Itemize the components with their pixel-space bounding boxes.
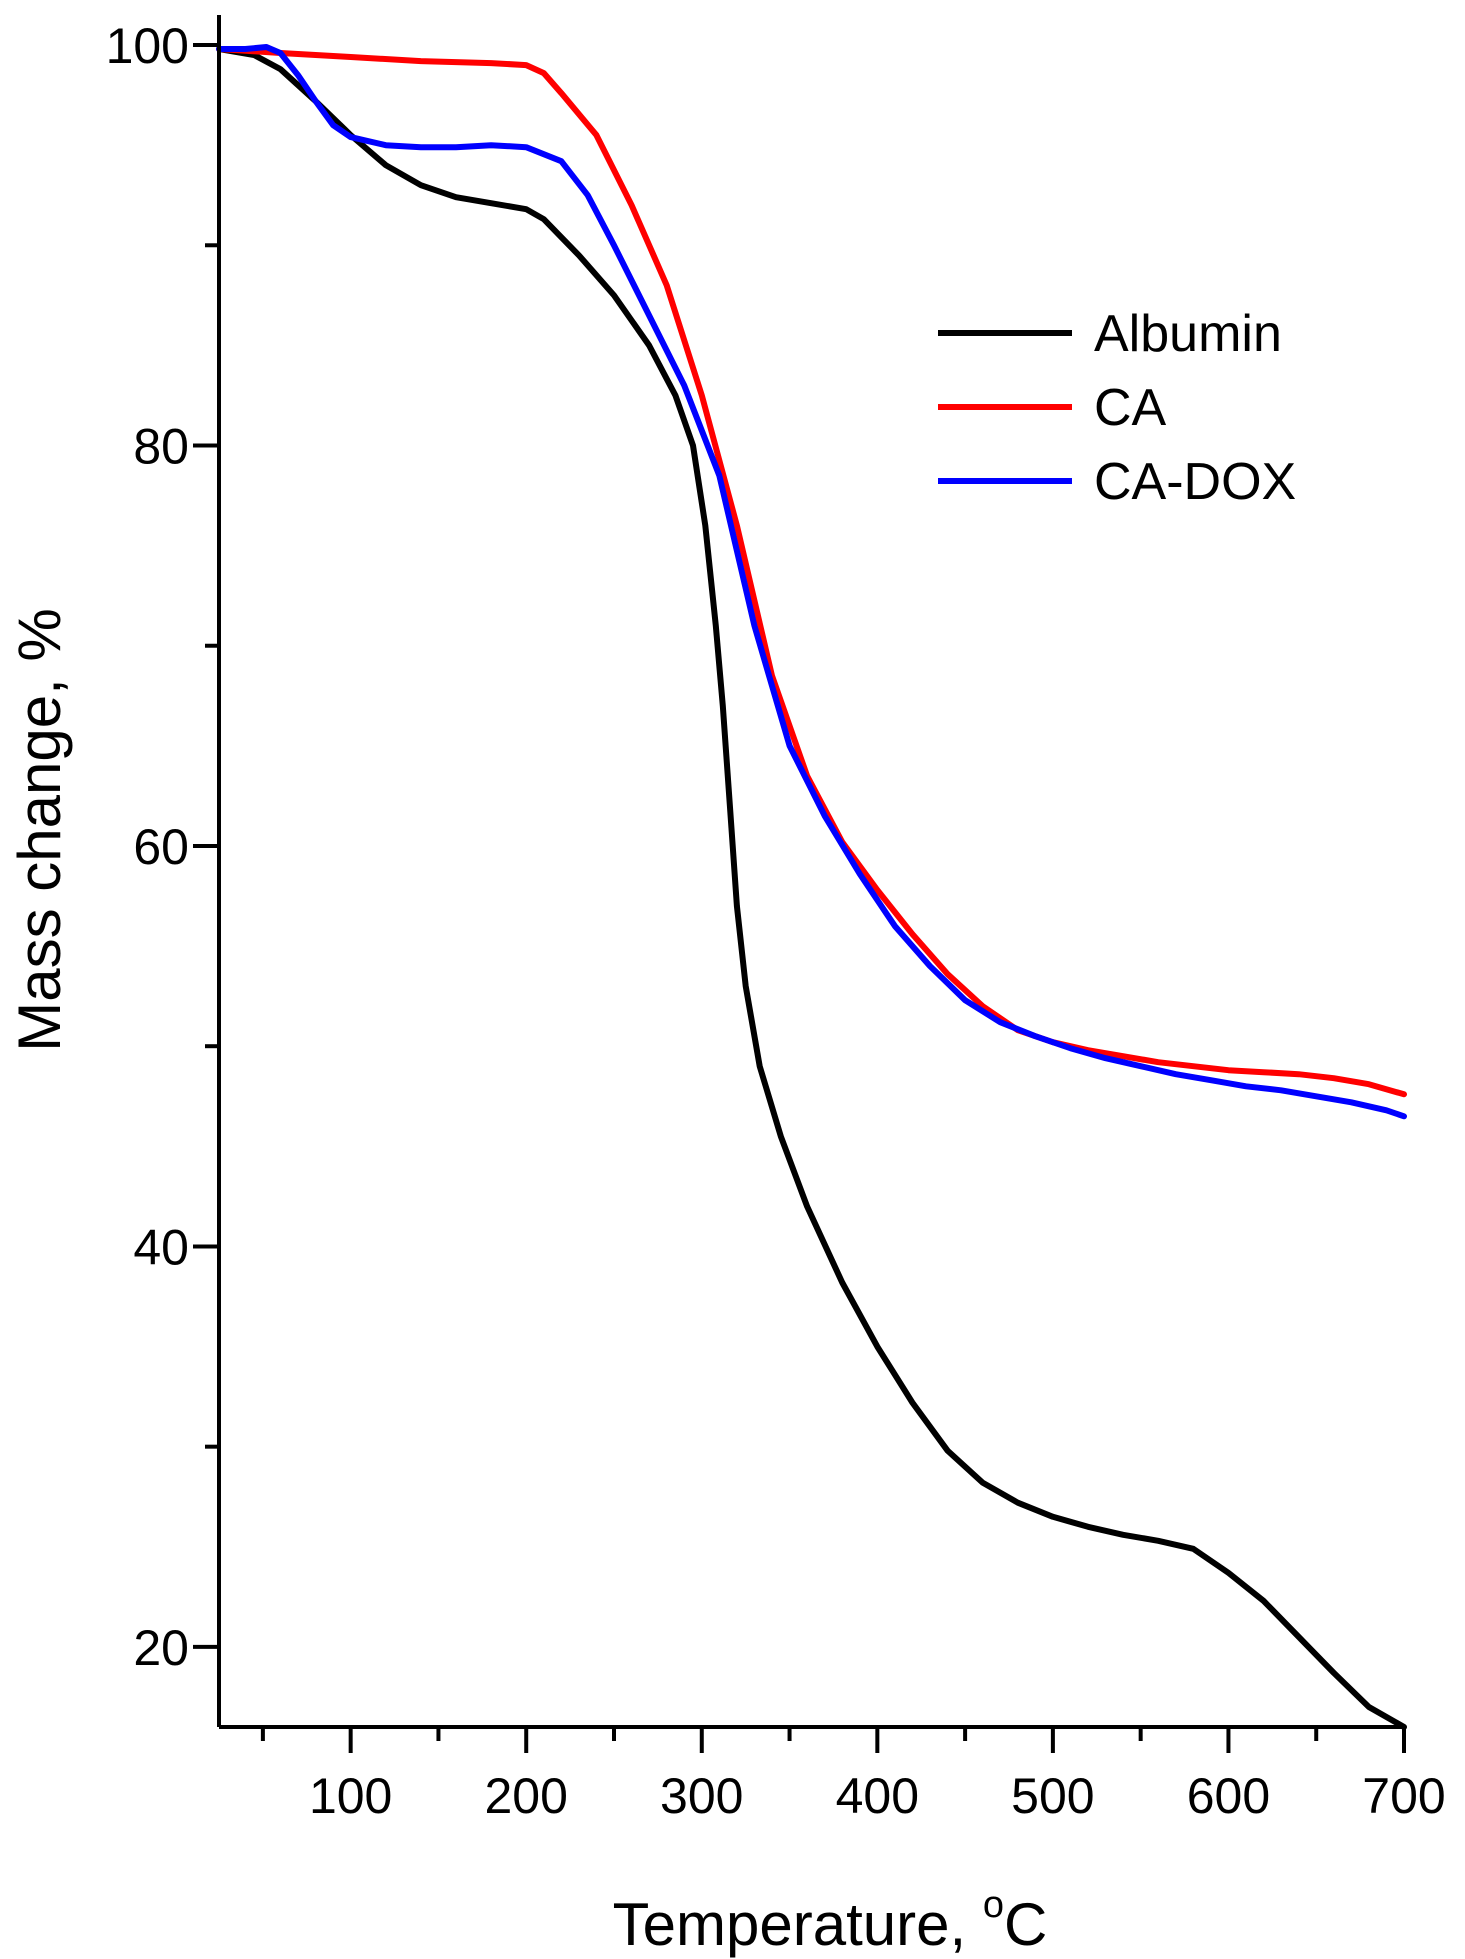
axes: 100 200 300 400 500 600 700 20 40 60 80 100 bbox=[106, 15, 1446, 1824]
x-axis-title: Temperature, oC bbox=[613, 1884, 1048, 1958]
legend-label-ca-dox: CA-DOX bbox=[1094, 453, 1296, 511]
y-tick-label: 20 bbox=[133, 1620, 189, 1676]
series-line-albumin bbox=[216, 46, 1407, 1730]
y-tick-label: 40 bbox=[133, 1219, 189, 1275]
x-tick-label: 100 bbox=[309, 1768, 392, 1824]
series-line-ca-dox bbox=[216, 44, 1407, 1120]
x-tick-label: 300 bbox=[660, 1768, 743, 1824]
legend: Albumin CA CA-DOX bbox=[938, 305, 1296, 511]
y-tick-label: 60 bbox=[133, 819, 189, 875]
x-axis-title-unit: C bbox=[1004, 1891, 1047, 1958]
x-axis-title-main: Temperature, bbox=[613, 1891, 983, 1958]
x-tick-label: 600 bbox=[1187, 1768, 1270, 1824]
legend-label-albumin: Albumin bbox=[1094, 305, 1282, 363]
x-axis-title-superscript: o bbox=[983, 1884, 1004, 1926]
y-axis-title: Mass change, % bbox=[6, 608, 73, 1052]
y-tick-label: 100 bbox=[106, 18, 189, 74]
x-tick-label: 700 bbox=[1362, 1768, 1445, 1824]
x-tick-label: 200 bbox=[485, 1768, 568, 1824]
x-tick-label: 400 bbox=[836, 1768, 919, 1824]
legend-label-ca: CA bbox=[1094, 379, 1167, 437]
series-line-ca bbox=[216, 46, 1407, 1098]
x-tick-label: 500 bbox=[1011, 1768, 1094, 1824]
plot-series bbox=[216, 44, 1407, 1730]
y-tick-label: 80 bbox=[133, 419, 189, 475]
